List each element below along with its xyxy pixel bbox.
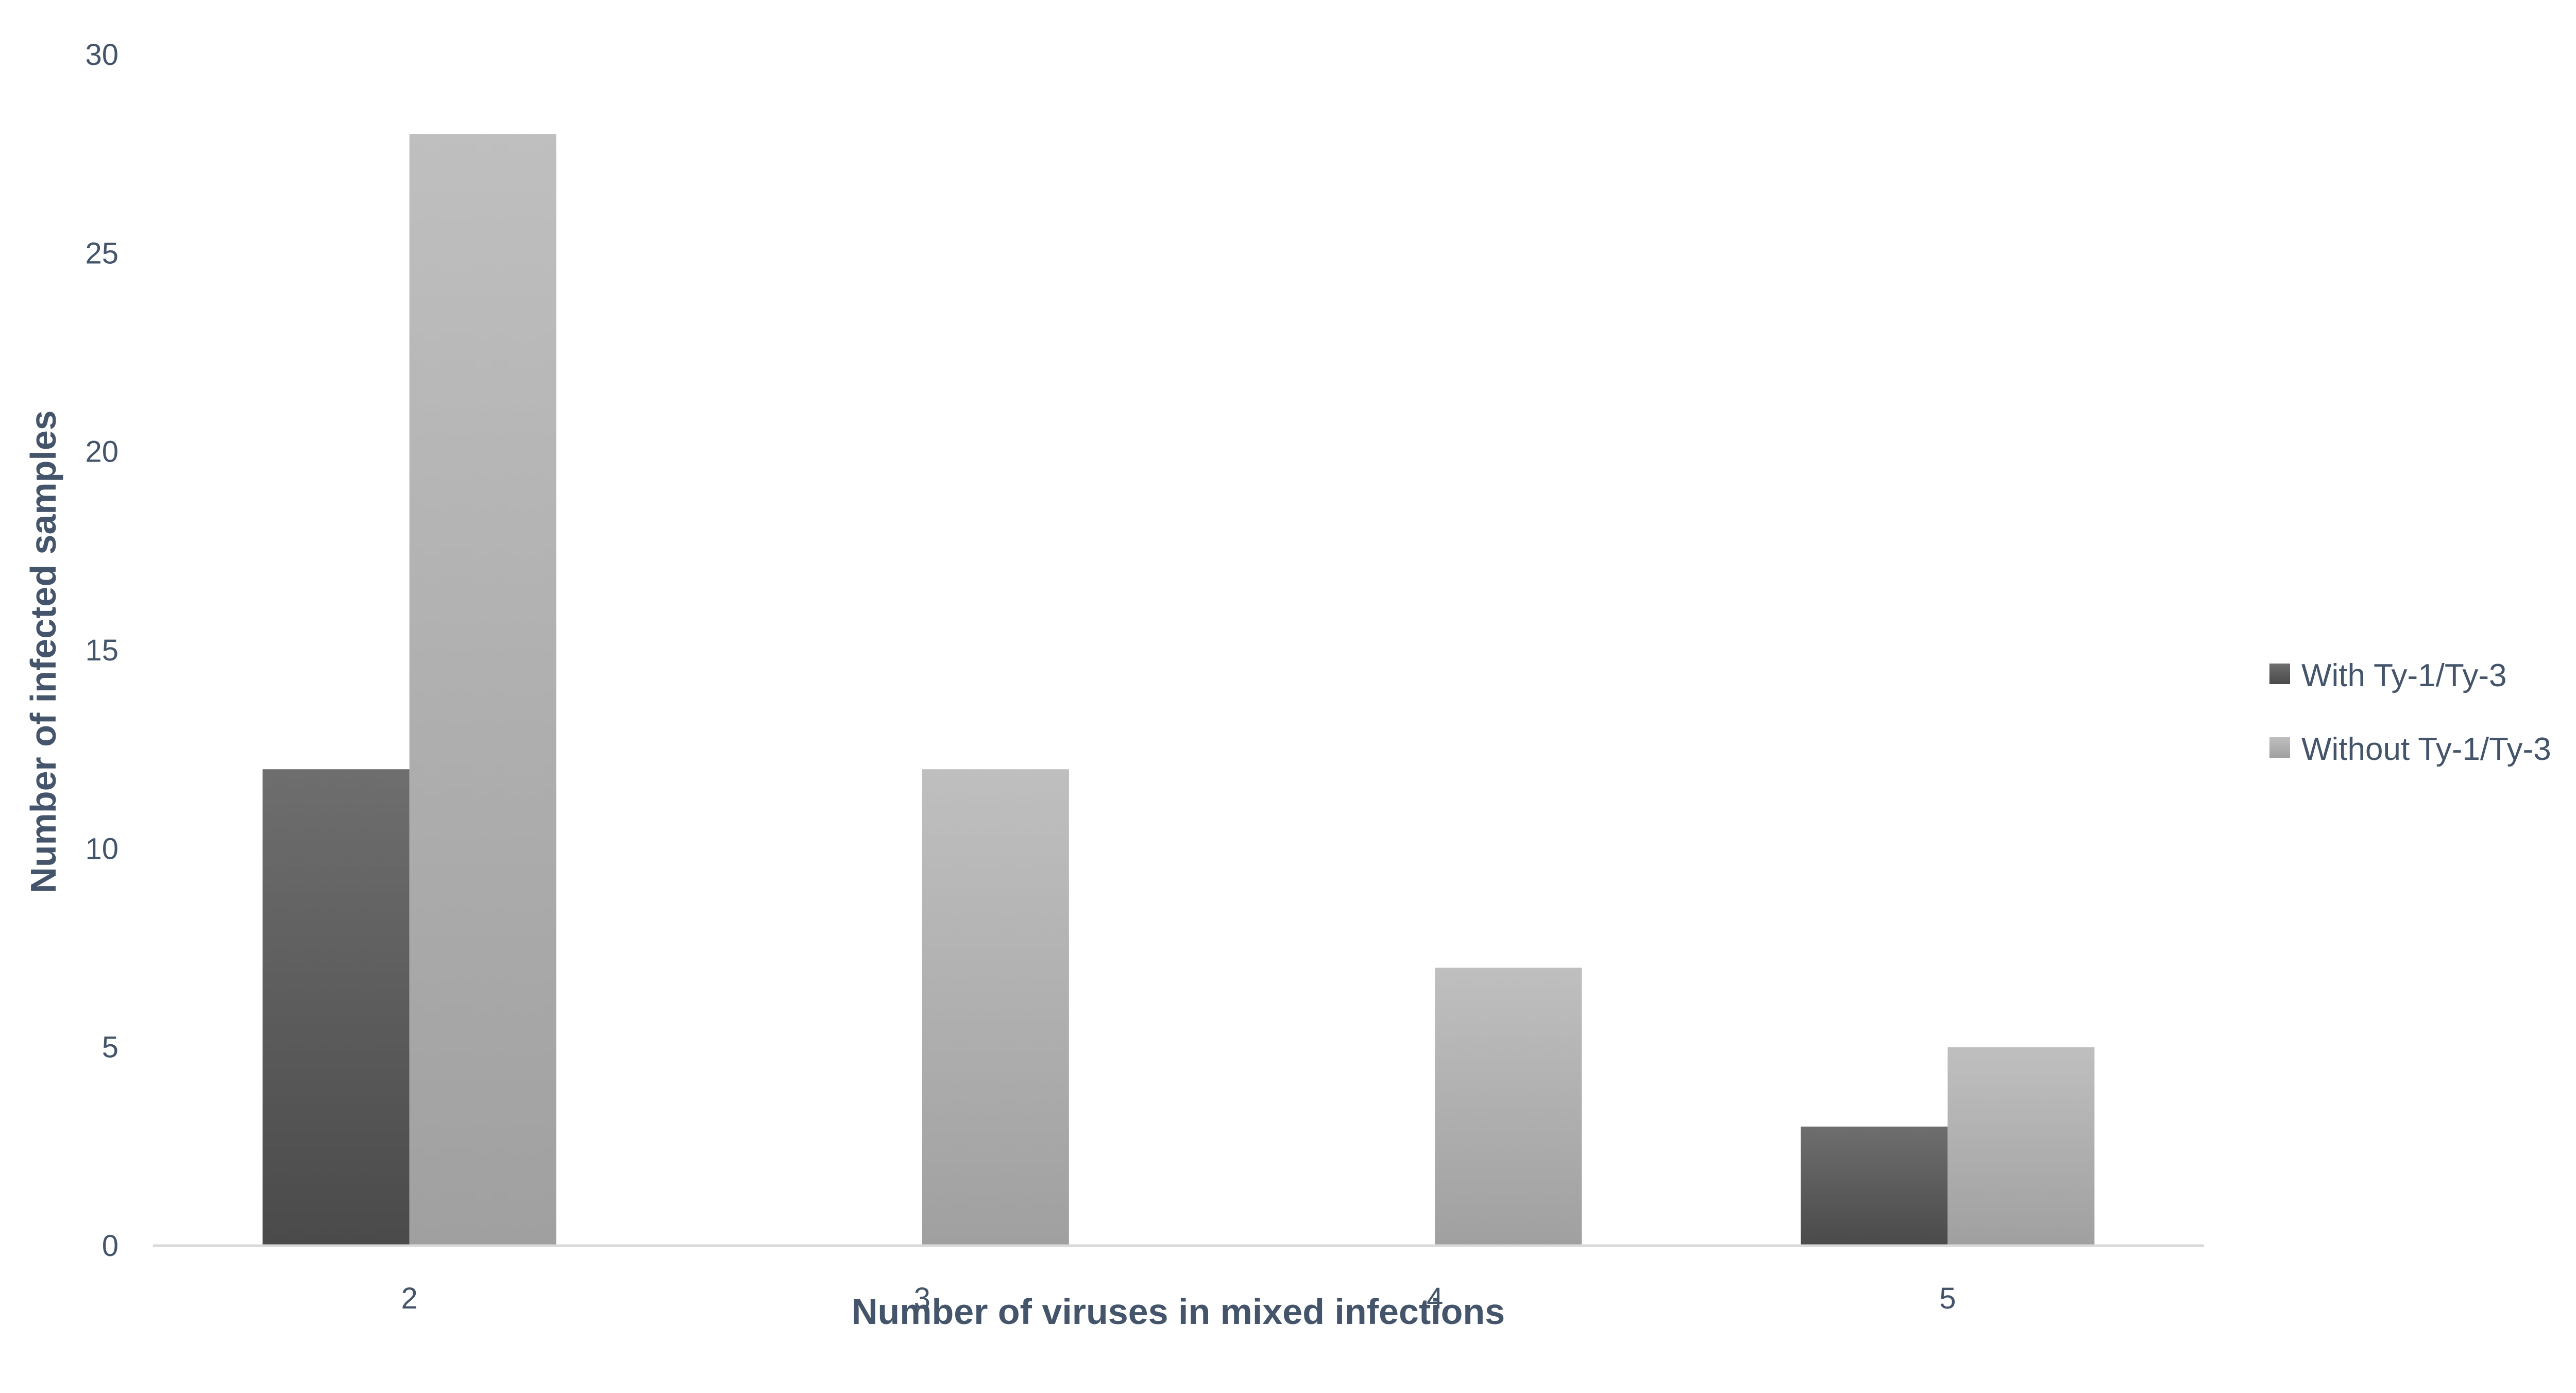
y-tick-label: 15 (85, 634, 118, 667)
bar-without-ty-2 (409, 134, 556, 1246)
bar-without-ty-4 (1435, 967, 1582, 1246)
y-tick-label: 30 (85, 38, 118, 72)
y-tick-label: 5 (102, 1031, 118, 1064)
x-tick-label: 3 (914, 1282, 930, 1315)
bar-with-ty-2 (262, 769, 410, 1246)
bar-with-ty-5 (1801, 1126, 1948, 1246)
bars (262, 134, 2095, 1246)
y-tick-label: 10 (85, 832, 118, 865)
x-tick-label: 4 (1427, 1282, 1443, 1315)
legend: With Ty-1/Ty-3 Without Ty-1/Ty-3 (2269, 658, 2551, 767)
legend-swatch (2269, 664, 2290, 684)
x-tick-label: 2 (401, 1282, 417, 1315)
legend-label: Without Ty-1/Ty-3 (2301, 732, 2551, 767)
y-tick-label: 20 (85, 435, 118, 469)
y-tick-label: 0 (102, 1229, 118, 1263)
x-tick-label: 5 (1939, 1282, 1956, 1315)
legend-label: With Ty-1/Ty-3 (2301, 658, 2507, 693)
y-axis-title: Number of infected samples (23, 410, 63, 893)
y-tick-label: 25 (85, 236, 118, 270)
bar-without-ty-3 (922, 769, 1069, 1246)
bar-without-ty-5 (1947, 1047, 2095, 1246)
x-axis-title: Number of viruses in mixed infections (852, 1292, 1505, 1332)
legend-swatch (2269, 737, 2290, 758)
y-axis-ticks: 0 5 10 15 20 25 30 (85, 38, 118, 1263)
x-axis-ticks: 2 3 4 5 (401, 1282, 1956, 1315)
